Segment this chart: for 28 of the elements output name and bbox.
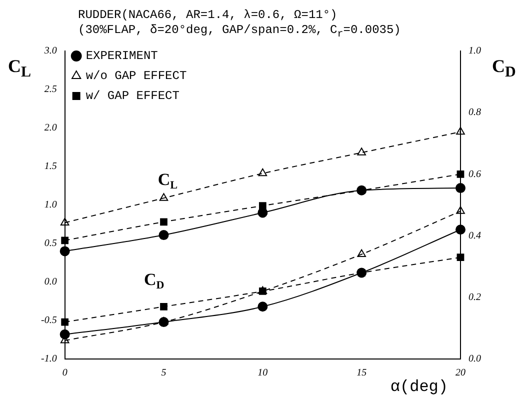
y-tick-label: 0.5 <box>44 238 57 250</box>
y2-tick-label: 0.8 <box>468 108 481 119</box>
chart-title: RUDDER(NACA66, AR=1.4, λ=0.6, Ω=11°) <box>78 8 338 23</box>
y2-tick-label: 0.0 <box>468 354 481 366</box>
y-tick-label: 2.5 <box>44 84 57 96</box>
x-tick-label: 10 <box>258 368 268 380</box>
y2-tick-label: 1.0 <box>468 46 481 58</box>
x-tick-label: 20 <box>456 368 466 380</box>
y-tick-label: 0.0 <box>44 277 57 288</box>
y2-tick-label: 0.6 <box>468 169 481 180</box>
y2-axis-title: C$_{D}$ <box>491 55 517 82</box>
y-tick-label: -0.5 <box>40 316 57 327</box>
legend-label: w/o GAP EFFECT <box>86 70 187 84</box>
y-tick-label: 1.0 <box>44 200 57 212</box>
y-tick-label: 1.5 <box>44 162 57 173</box>
legend-label: w/ GAP EFFECT <box>86 90 180 104</box>
x-tick-label: 5 <box>161 368 166 380</box>
y-tick-label: -1.0 <box>40 354 57 366</box>
y2-tick-label: 0.4 <box>468 230 481 242</box>
x-tick-label: 15 <box>356 368 367 380</box>
y2-tick-label: 0.2 <box>468 292 481 304</box>
y-axis-title: C$_{L}$ <box>8 55 32 82</box>
y-tick-label: 2.0 <box>44 123 57 134</box>
x-tick-label: 0 <box>62 368 68 380</box>
chart-subtitle: (30%FLAP, δ=20°deg, GAP/span=0.2%, C$_{r}$=0.0035) <box>78 23 402 42</box>
y-tick-label: 3.0 <box>43 46 57 58</box>
legend-label: EXPERIMENT <box>86 50 158 64</box>
x-axis-title: α(deg) <box>389 378 449 396</box>
